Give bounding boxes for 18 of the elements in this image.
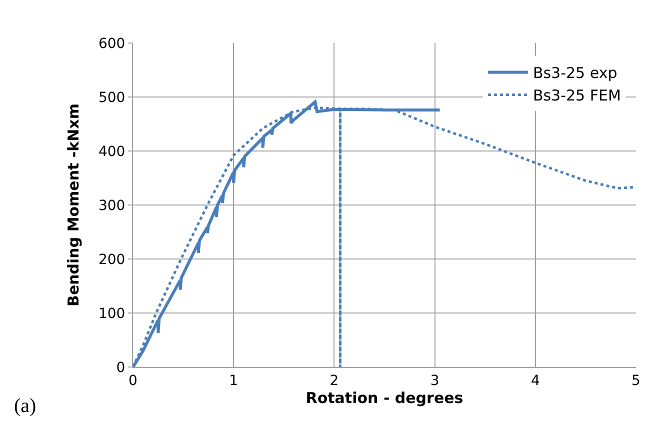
- x-tick-label: 2: [330, 372, 339, 389]
- x-axis-title: Rotation - degrees: [306, 388, 464, 407]
- x-tick-label: 0: [128, 372, 138, 389]
- y-axis-title: Bending Moment -kNxm: [64, 104, 83, 306]
- legend-label: Bs3-25 FEM: [532, 86, 621, 105]
- y-tick-label: 500: [98, 90, 126, 106]
- legend-label: Bs3-25 exp: [532, 64, 618, 82]
- y-tick-label: 600: [98, 36, 126, 52]
- text: (a): [14, 395, 36, 417]
- y-tick-label: 300: [98, 198, 126, 214]
- x-tick-label: 3: [430, 372, 440, 389]
- x-tick-label: 5: [632, 372, 640, 389]
- x-tick-label: 4: [530, 372, 540, 389]
- y-tick-label: 0: [116, 360, 126, 376]
- y-tick-label: 100: [98, 306, 126, 322]
- y-tick-label: 400: [98, 144, 126, 160]
- y-tick-label: 200: [98, 252, 126, 268]
- x-tick-label: 1: [229, 372, 238, 389]
